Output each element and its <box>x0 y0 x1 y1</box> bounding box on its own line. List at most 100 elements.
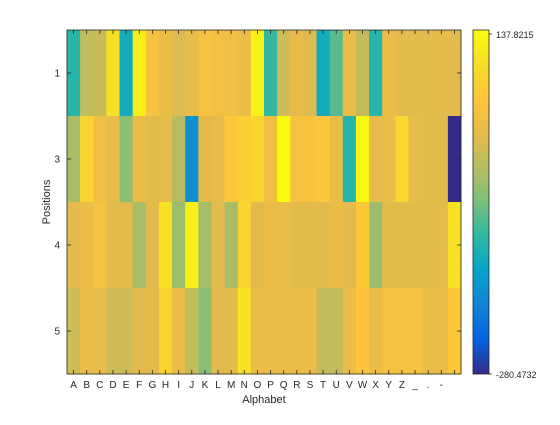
heatmap-cell <box>356 30 370 116</box>
x-tick-label: - <box>440 380 443 391</box>
y-tick-label: 4 <box>54 241 60 252</box>
heatmap-cell <box>408 202 422 288</box>
x-tick-label: D <box>109 380 116 391</box>
y-axis-label: Positions <box>41 179 53 224</box>
heatmap-cell <box>225 202 239 288</box>
heatmap-cell <box>146 116 160 202</box>
heatmap-cell <box>408 30 422 116</box>
heatmap-cell <box>238 30 252 116</box>
heatmap-cell <box>343 288 357 374</box>
heatmap-cell <box>172 30 186 116</box>
heatmap-cell <box>330 288 344 374</box>
heatmap-cell <box>264 116 278 202</box>
heatmap-cell <box>343 116 357 202</box>
heatmap-cell <box>80 202 94 288</box>
heatmap-cell <box>317 30 331 116</box>
heatmap-cell <box>395 202 409 288</box>
heatmap-cell <box>80 30 94 116</box>
x-tick-label: G <box>148 380 156 391</box>
heatmap-cell <box>435 288 449 374</box>
x-tick-label: . <box>427 380 430 391</box>
heatmap-cell <box>133 202 147 288</box>
heatmap-cell <box>172 288 186 374</box>
x-tick-label: B <box>83 380 90 391</box>
heatmap-cell <box>277 116 291 202</box>
x-tick-label: S <box>307 380 314 391</box>
heatmap-cell <box>435 30 449 116</box>
x-tick-label: R <box>293 380 300 391</box>
heatmap-cell <box>408 288 422 374</box>
heatmap-cell <box>422 116 436 202</box>
heatmap-cell <box>198 116 212 202</box>
heatmap-cell <box>93 288 107 374</box>
heatmap-cell <box>159 288 173 374</box>
heatmap-cell <box>422 30 436 116</box>
colorbar-max-label: 137.8215 <box>496 30 534 40</box>
heatmap-cell <box>382 30 396 116</box>
heatmap-cell <box>159 116 173 202</box>
x-tick-label: X <box>372 380 379 391</box>
heatmap-cell <box>251 202 265 288</box>
colorbar-min-label: -280.4732 <box>496 370 537 380</box>
heatmap-cell <box>93 116 107 202</box>
heatmap-cell <box>133 288 147 374</box>
heatmap-cell <box>225 288 239 374</box>
heatmap-cell <box>264 30 278 116</box>
heatmap-cell <box>303 202 317 288</box>
x-tick-label: Q <box>280 380 288 391</box>
heatmap-cell <box>120 30 134 116</box>
x-tick-label: Z <box>399 380 405 391</box>
heatmap-cell <box>172 116 186 202</box>
heatmap-cell <box>303 116 317 202</box>
heatmap-cell <box>80 288 94 374</box>
heatmap-cell <box>238 202 252 288</box>
heatmap-cell <box>395 30 409 116</box>
heatmap-cell <box>330 30 344 116</box>
x-tick-label: P <box>267 380 274 391</box>
heatmap-cell <box>80 116 94 202</box>
heatmap-cells <box>67 30 461 374</box>
heatmap-cell <box>251 30 265 116</box>
heatmap-cell <box>264 202 278 288</box>
x-tick-label: F <box>136 380 142 391</box>
heatmap-cell <box>133 30 147 116</box>
heatmap-cell <box>277 288 291 374</box>
heatmap-cell <box>277 30 291 116</box>
heatmap-cell <box>238 288 252 374</box>
x-tick-label: J <box>189 380 194 391</box>
x-tick-label: T <box>320 380 326 391</box>
heatmap-cell <box>435 202 449 288</box>
x-tick-label: I <box>177 380 180 391</box>
heatmap-cell <box>106 202 120 288</box>
heatmap-cell <box>251 288 265 374</box>
heatmap-cell <box>317 202 331 288</box>
heatmap-cell <box>159 30 173 116</box>
x-tick-label: E <box>123 380 130 391</box>
heatmap-cell <box>343 202 357 288</box>
heatmap-cell <box>133 116 147 202</box>
heatmap-cell <box>303 288 317 374</box>
heatmap-cell <box>290 288 304 374</box>
heatmap-cell <box>290 116 304 202</box>
heatmap-cell <box>93 30 107 116</box>
heatmap-cell <box>185 30 199 116</box>
heatmap-cell <box>356 116 370 202</box>
heatmap-cell <box>290 30 304 116</box>
heatmap-cell <box>120 288 134 374</box>
x-tick-label: L <box>215 380 221 391</box>
heatmap-cell <box>303 30 317 116</box>
x-tick-label: H <box>162 380 169 391</box>
heatmap-cell <box>120 202 134 288</box>
heatmap-cell <box>225 30 239 116</box>
heatmap-cell <box>382 202 396 288</box>
heatmap-cell <box>106 288 120 374</box>
x-tick-label: N <box>241 380 248 391</box>
x-tick-label: O <box>254 380 262 391</box>
x-axis-label: Alphabet <box>242 394 285 406</box>
heatmap-cell <box>251 116 265 202</box>
y-tick-label: 1 <box>54 69 60 80</box>
heatmap-cell <box>422 202 436 288</box>
heatmap-cell <box>120 116 134 202</box>
heatmap-cell <box>422 288 436 374</box>
heatmap-cell <box>395 116 409 202</box>
